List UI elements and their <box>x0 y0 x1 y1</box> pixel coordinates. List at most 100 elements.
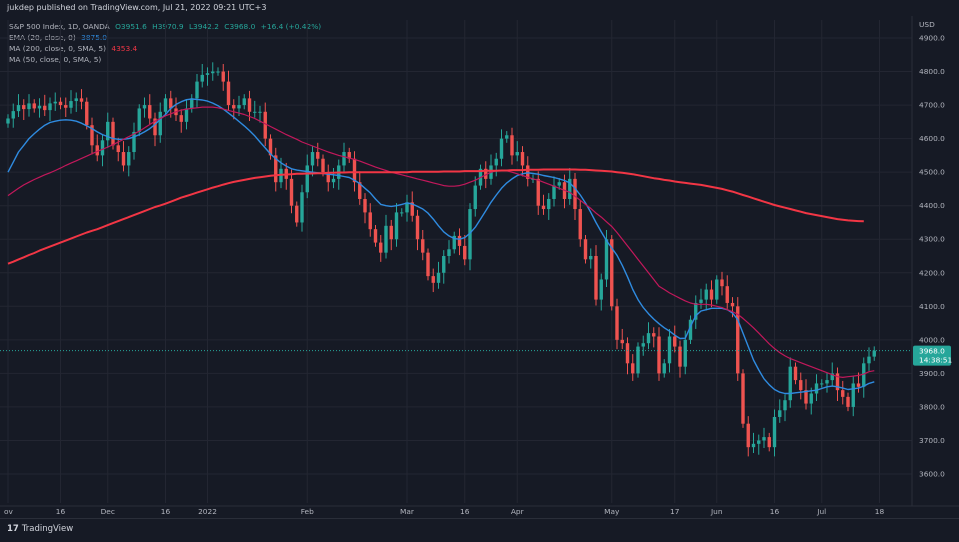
legend-ma200-label: MA (200, close, 0, SMA, 5) <box>9 44 107 53</box>
candle-body <box>32 103 36 109</box>
candle-body <box>216 71 220 73</box>
candle-body <box>804 390 808 404</box>
legend-high: H3970.9 <box>152 22 184 31</box>
price-tick-label: 3700.0 <box>919 436 945 445</box>
legend-ma50-label: MA (50, close, 0, SMA, 5) <box>9 55 102 64</box>
candle-body <box>347 152 351 159</box>
candle-body <box>452 235 456 250</box>
candle-body <box>226 81 231 106</box>
candle-body <box>568 178 572 199</box>
candle-body <box>100 140 105 156</box>
candle-body <box>589 256 593 260</box>
time-tick-label: Jul <box>816 507 826 516</box>
price-axis[interactable]: USD 4900.0 4800.0 4700.0 4600.0 4500.0 4400.0 4… <box>0 16 959 518</box>
candle-body <box>316 152 320 159</box>
candle-body <box>494 158 498 166</box>
price-tick-label: 3800.0 <box>919 402 945 411</box>
candle-body <box>48 103 52 111</box>
candle-body <box>583 239 588 260</box>
legend-low: L3942.2 <box>188 22 219 31</box>
candle-body <box>6 118 10 124</box>
candle-body <box>331 178 336 183</box>
price-tick-label: 3600.0 <box>919 470 945 479</box>
candle-body <box>379 242 383 253</box>
candle-body <box>400 212 404 214</box>
candle-body <box>547 198 551 210</box>
candle-body <box>352 158 357 183</box>
legend-main-row: S&P 500 Index, 1D, OANDA O3951.6 H3970.9… <box>9 21 324 32</box>
candle-body <box>788 366 792 401</box>
legend-ma200-row[interactable]: MA (200, close, 0, SMA, 5) 4353.4 <box>9 43 324 54</box>
candle-body <box>384 225 388 253</box>
candle-body <box>69 101 73 108</box>
candle-body <box>163 98 168 112</box>
legend-change: +16.4 (+0.42%) <box>260 22 322 31</box>
time-tick-label: 2022 <box>198 507 217 516</box>
candle-body <box>594 256 598 300</box>
candle-body <box>184 108 189 122</box>
tradingview-logo[interactable]: 17 TradingView <box>7 524 73 534</box>
candle-body <box>121 152 126 166</box>
candle-body <box>221 71 225 82</box>
candle-body <box>205 73 210 75</box>
candle-body <box>200 74 204 82</box>
price-tick-label: 4900.0 <box>919 34 945 43</box>
candle-body <box>358 182 362 199</box>
footer-bar: 17 TradingView <box>0 518 959 542</box>
candles-layer <box>6 62 876 457</box>
candle-body <box>389 225 393 240</box>
candle-body <box>95 145 99 156</box>
time-tick-label: Apr <box>511 507 525 516</box>
candle-body <box>820 383 824 385</box>
price-tick-label: 4600.0 <box>919 134 945 143</box>
price-tick-label: 4300.0 <box>919 235 945 244</box>
last-price-badge[interactable] <box>913 345 951 366</box>
legend-symbol[interactable]: S&P 500 Index, 1D, OANDA <box>9 22 110 31</box>
candle-body <box>127 152 131 166</box>
candle-body <box>431 276 435 283</box>
candle-body <box>305 165 309 193</box>
candle-body <box>484 168 488 179</box>
legend-close: C3968.0 <box>224 22 256 31</box>
candle-body <box>757 440 761 444</box>
candle-body <box>636 346 640 374</box>
candle-body <box>410 202 414 216</box>
time-tick-label: 18 <box>875 507 885 516</box>
candle-body <box>468 209 472 260</box>
candle-body <box>373 229 378 243</box>
candle-body <box>662 363 666 374</box>
price-chart[interactable]: USD 4900.0 4800.0 4700.0 4600.0 4500.0 4400.0 4… <box>0 16 959 518</box>
time-tick-label: 16 <box>770 507 780 516</box>
candle-body <box>573 178 577 210</box>
candle-body <box>442 256 446 273</box>
candle-body <box>778 410 782 417</box>
candle-body <box>405 202 409 213</box>
candle-body <box>736 306 740 374</box>
candle-body <box>37 105 42 109</box>
candle-body <box>652 333 656 337</box>
candle-body <box>610 239 614 307</box>
price-axis-currency: USD <box>919 20 935 29</box>
ma50-line <box>7 106 875 378</box>
candle-body <box>814 383 819 394</box>
candle-body <box>153 118 157 136</box>
candle-body <box>646 333 651 344</box>
last-price-label: 3968.0 <box>919 347 945 356</box>
candle-body <box>604 239 609 280</box>
candle-body <box>132 131 136 153</box>
candle-body <box>137 108 141 132</box>
candle-body <box>520 152 525 166</box>
candle-body <box>725 286 729 303</box>
ema20-line <box>7 98 875 395</box>
candle-body <box>258 111 262 113</box>
candle-body <box>85 101 89 126</box>
price-tick-label: 3900.0 <box>919 369 945 378</box>
candle-body <box>211 71 215 74</box>
candle-body <box>242 98 246 106</box>
candle-body <box>53 101 57 104</box>
candle-body <box>825 380 829 384</box>
time-axis[interactable]: ov 16 Dec 16 2022 Feb Mar 16 Apr May 17 Jun 16 Jul 18 <box>0 505 959 516</box>
candle-body <box>169 98 173 109</box>
legend-ma50-row[interactable]: MA (50, close, 0, SMA, 5) <box>9 54 324 65</box>
candle-body <box>541 205 546 210</box>
